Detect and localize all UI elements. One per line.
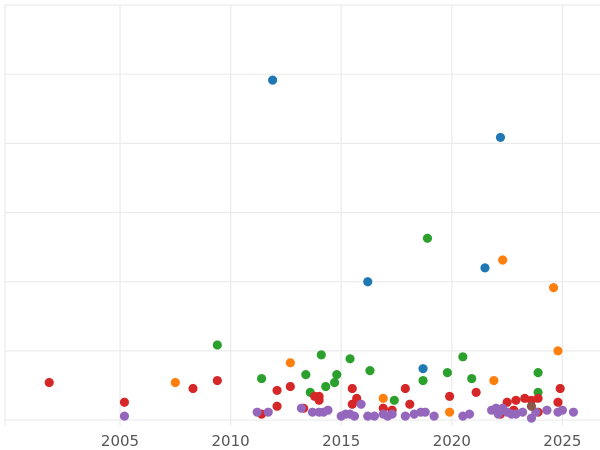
data-point	[316, 350, 326, 360]
data-point	[568, 407, 579, 417]
data-point	[188, 383, 198, 394]
data-point	[418, 364, 428, 374]
data-point	[533, 368, 543, 378]
data-point	[553, 397, 563, 407]
data-point	[467, 373, 477, 384]
data-point	[429, 411, 439, 421]
data-point	[307, 407, 318, 417]
data-point	[418, 375, 428, 386]
data-point	[321, 381, 331, 392]
data-point	[400, 383, 410, 394]
data-point	[420, 407, 430, 417]
data-point	[498, 255, 508, 265]
x-tick-label: 2005	[101, 432, 139, 450]
data-point	[489, 375, 499, 386]
data-point	[252, 407, 262, 417]
data-point	[553, 346, 563, 356]
data-point	[256, 373, 267, 384]
data-point	[555, 383, 565, 394]
data-point	[422, 233, 433, 243]
data-point	[511, 395, 521, 405]
data-point	[526, 401, 537, 411]
data-point	[314, 391, 324, 401]
data-point	[285, 381, 295, 392]
data-point	[272, 401, 282, 411]
data-point	[389, 395, 399, 405]
data-point	[285, 358, 295, 368]
data-point	[44, 377, 54, 388]
data-point	[363, 277, 373, 287]
x-tick-labels: 2005 2010 2015 2020 2025	[101, 432, 582, 450]
data-point	[119, 397, 130, 407]
data-point	[400, 411, 410, 421]
data-point	[349, 411, 360, 421]
x-tick-label: 2020	[433, 432, 471, 450]
data-point	[444, 407, 455, 417]
data-point	[296, 403, 306, 413]
data-point	[301, 370, 311, 380]
data-point	[332, 370, 342, 380]
x-tick-label: 2015	[322, 432, 360, 450]
data-point	[378, 393, 388, 403]
data-point	[517, 407, 528, 417]
data-point	[212, 340, 222, 350]
data-point	[495, 132, 506, 143]
x-tick-label: 2010	[212, 432, 250, 450]
data-point	[263, 407, 273, 417]
data-point	[548, 283, 559, 293]
data-point	[323, 405, 333, 415]
data-point	[268, 75, 278, 85]
data-point	[557, 405, 567, 415]
data-point	[272, 385, 282, 396]
data-point	[442, 368, 452, 378]
data-point	[365, 366, 375, 376]
data-point	[533, 393, 543, 403]
data-point	[387, 409, 397, 419]
data-point	[480, 263, 490, 273]
x-tick-label: 2025	[543, 432, 581, 450]
data-point	[329, 377, 340, 388]
data-point	[170, 377, 180, 388]
data-point	[345, 354, 355, 364]
data-point	[369, 411, 379, 421]
grid	[4, 4, 600, 426]
data-point	[363, 411, 373, 421]
data-point	[471, 387, 481, 397]
data-point	[212, 375, 222, 386]
data-point	[444, 391, 455, 401]
data-point	[458, 352, 468, 362]
data-point	[347, 383, 357, 394]
data-point	[542, 405, 552, 415]
data-point	[119, 411, 130, 421]
data-points	[44, 75, 579, 423]
data-point	[356, 399, 366, 409]
data-point	[464, 409, 475, 419]
data-point	[405, 399, 415, 409]
